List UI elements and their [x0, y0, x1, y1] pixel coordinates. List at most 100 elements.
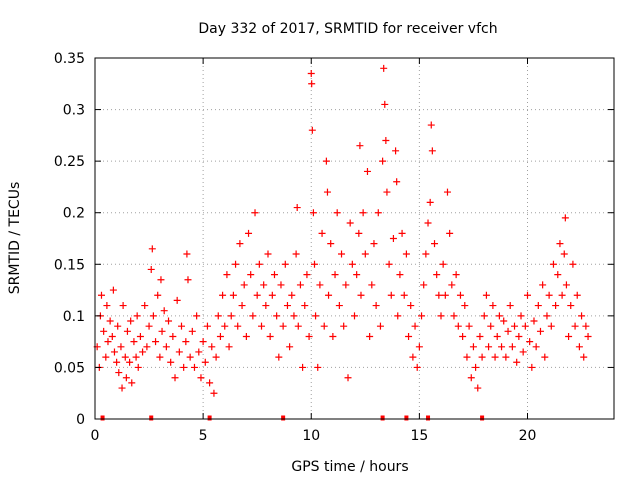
data-point: [270, 271, 278, 279]
data-point: [325, 291, 333, 299]
data-point: [493, 332, 501, 340]
y-tick-label: 0.1: [63, 309, 85, 325]
data-point: [225, 343, 233, 351]
data-point: [286, 343, 294, 351]
data-point: [489, 302, 497, 310]
data-point: [480, 312, 488, 320]
data-point: [474, 384, 482, 392]
data-point: [543, 312, 551, 320]
data-point: [393, 178, 401, 186]
data-point: [359, 209, 367, 217]
data-point: [335, 302, 343, 310]
data-point: [193, 312, 201, 320]
data-point: [273, 312, 281, 320]
data-point: [249, 312, 257, 320]
x-tick-label: 20: [519, 428, 537, 444]
baseline-marker: [207, 415, 212, 421]
data-point: [143, 343, 151, 351]
data-point: [456, 291, 464, 299]
data-point: [299, 363, 307, 371]
data-point: [178, 322, 185, 330]
data-point: [459, 332, 467, 340]
data-point: [552, 302, 560, 310]
data-point: [340, 322, 348, 330]
data-point: [407, 302, 415, 310]
data-point: [560, 250, 568, 258]
data-point: [582, 322, 590, 330]
data-point: [402, 250, 410, 258]
grid-lines: [95, 58, 614, 419]
x-tick-label: 5: [199, 428, 208, 444]
data-point: [141, 302, 149, 310]
baseline-markers: [100, 415, 485, 421]
data-point: [346, 219, 354, 227]
data-point: [502, 353, 510, 361]
data-point: [208, 343, 216, 351]
data-point: [303, 271, 311, 279]
data-point: [160, 307, 168, 315]
data-point: [517, 312, 525, 320]
data-point: [121, 353, 129, 361]
data-point: [376, 322, 384, 330]
data-point: [162, 343, 170, 351]
data-point: [308, 126, 316, 134]
data-point: [130, 338, 138, 346]
x-tick-labels: 0 5 10 15 20: [91, 428, 537, 444]
data-point: [415, 343, 423, 351]
data-point: [511, 322, 519, 330]
data-point: [180, 363, 188, 371]
data-point: [294, 322, 302, 330]
data-point: [305, 332, 313, 340]
y-axis-label: SRMTID / TECUs: [7, 182, 23, 295]
data-point: [465, 322, 473, 330]
data-point: [532, 343, 540, 351]
data-point: [327, 240, 335, 248]
data-point: [264, 250, 272, 258]
data-point: [132, 353, 140, 361]
data-point: [310, 260, 318, 268]
data-point: [221, 322, 229, 330]
data-point: [110, 348, 118, 356]
data-point: [118, 384, 126, 392]
data-point: [320, 322, 328, 330]
data-point: [247, 271, 255, 279]
data-point: [420, 281, 428, 289]
data-point: [554, 271, 562, 279]
data-point: [258, 322, 266, 330]
data-point: [266, 332, 274, 340]
data-point: [504, 327, 512, 335]
data-point: [126, 358, 134, 366]
data-point: [530, 317, 538, 325]
baseline-marker: [380, 415, 385, 421]
data-point: [437, 312, 445, 320]
data-point: [431, 240, 439, 248]
baseline-marker: [426, 415, 431, 421]
data-point: [396, 271, 404, 279]
data-point: [524, 291, 531, 299]
data-point: [210, 389, 218, 397]
data-point: [541, 353, 549, 361]
data-point: [312, 312, 320, 320]
data-point: [513, 358, 521, 366]
data-point: [329, 332, 337, 340]
data-point: [195, 348, 203, 356]
data-point: [277, 281, 285, 289]
data-point: [158, 327, 166, 335]
data-point: [149, 312, 157, 320]
data-point: [370, 240, 378, 248]
data-point: [106, 317, 114, 325]
data-point: [351, 312, 358, 320]
data-point: [491, 353, 499, 361]
data-point: [413, 363, 421, 371]
data-point: [234, 322, 242, 330]
data-point: [427, 121, 435, 129]
data-point: [424, 219, 432, 227]
data-point: [145, 322, 153, 330]
data-point: [229, 291, 237, 299]
x-axis-label: GPS time / hours: [291, 459, 408, 475]
y-tick-label: 0.25: [54, 154, 85, 170]
data-point: [539, 281, 547, 289]
data-point: [467, 374, 475, 382]
data-point: [227, 312, 235, 320]
data-point: [385, 260, 393, 268]
